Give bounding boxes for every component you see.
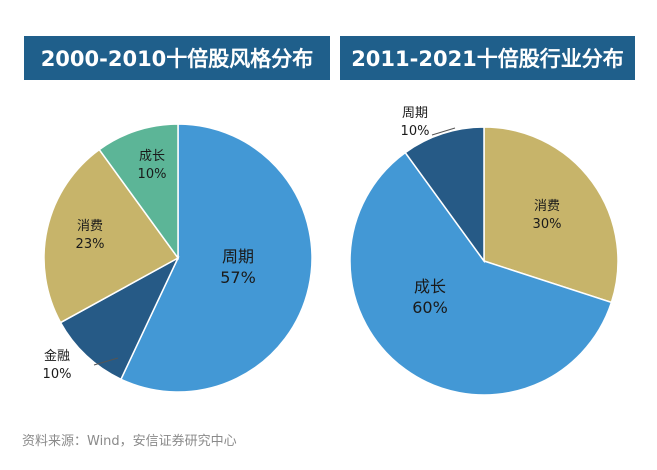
pie-slice-1-0 [483,126,619,304]
slice-label-1-0: 消费 [534,199,560,214]
slice-value-1-2: 10% [401,124,430,139]
slice-label-0-0: 周期 [222,247,254,266]
chart-title-left: 2000-2010十倍股风格分布 [24,36,330,80]
pie-slice-0-2 [43,148,180,324]
pie-slice-1-2 [404,126,485,264]
pie-slice-0-3 [98,123,179,261]
pie-chart-right: 消费 30% 成长 60% 周期 10% [349,106,619,396]
pie-slice-1-1 [349,151,613,396]
slice-value-0-0: 57% [220,268,256,287]
slice-label-0-1: 金融 [44,348,70,364]
source-note: 资料来源：Wind，安信证券研究中心 [22,434,237,449]
slice-value-0-2: 23% [76,237,105,252]
pie-chart-left: 周期 57% 金融 10% 消费 23% 成长 10% [43,123,313,393]
slice-label-0-2: 消费 [77,219,103,234]
slice-value-1-0: 30% [533,217,562,232]
chart-title-right: 2011-2021十倍股行业分布 [340,36,635,80]
slice-label-1-1: 成长 [414,277,446,296]
slice-value-0-1: 10% [43,367,72,382]
slice-label-0-3: 成长 [139,149,165,164]
slice-value-1-1: 60% [412,298,448,317]
leader-line-0-1 [93,357,119,366]
pie-slice-0-1 [59,256,180,381]
pie-slice-0-0 [119,123,313,393]
slice-value-0-3: 10% [138,167,167,182]
leader-line-1-2 [431,127,456,136]
slice-label-1-2: 周期 [402,106,428,121]
